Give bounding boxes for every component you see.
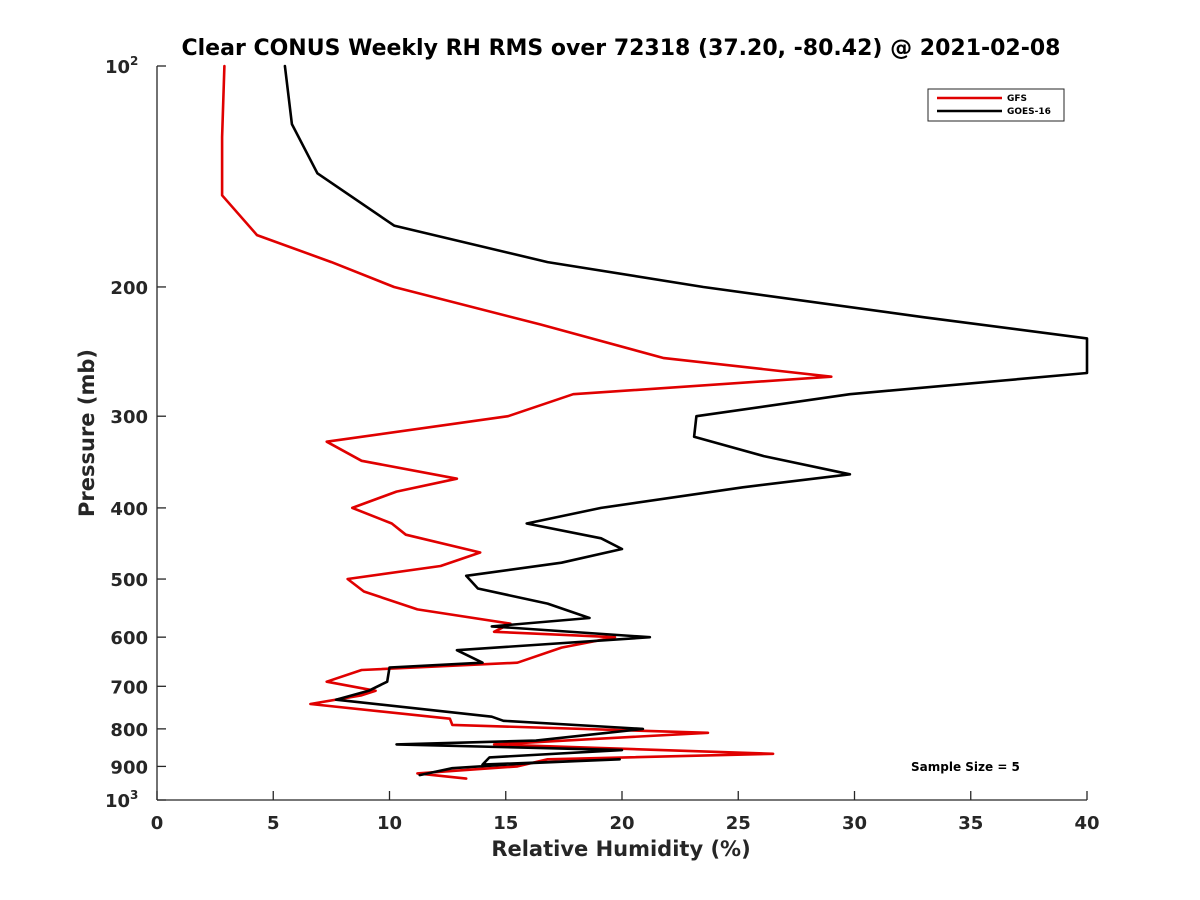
x-tick-label: 30: [842, 813, 867, 834]
series-line-goes-16: [283, 64, 1089, 777]
y-tick-label: 500: [110, 570, 148, 591]
legend-label: GFS: [1007, 94, 1027, 104]
legend-label: GOES-16: [1007, 107, 1051, 117]
x-tick-label: 40: [1074, 813, 1099, 834]
y-axis-label: Pressure (mb): [75, 349, 99, 517]
y-tick-label: 200: [110, 278, 148, 299]
x-axis-label: Relative Humidity (%): [491, 837, 750, 861]
x-tick-label: 0: [151, 813, 164, 834]
y-tick-exponent: 2: [130, 54, 138, 68]
legend-items: GFS GOES-16: [937, 94, 1051, 117]
y-tick-label: 800: [110, 720, 148, 741]
y-tick-label: 700: [110, 677, 148, 698]
y-tick-label: 10: [105, 791, 130, 812]
legend: GFS GOES-16: [927, 88, 1065, 122]
x-tick-label: 10: [377, 813, 402, 834]
x-tick-label: 35: [958, 813, 983, 834]
x-axis-ticks: 0 5 10 15 20 25 30 35 40: [151, 791, 1100, 834]
x-tick-label: 15: [493, 813, 518, 834]
sample-size-annotation: Sample Size = 5: [911, 760, 1020, 774]
x-tick-label: 20: [609, 813, 634, 834]
legend-box: [927, 88, 1065, 122]
y-tick-label: 400: [110, 499, 148, 520]
y-tick-label: 10: [105, 57, 130, 78]
chart-title: Clear CONUS Weekly RH RMS over 72318 (37…: [182, 36, 1061, 61]
x-tick-label: 25: [726, 813, 751, 834]
x-tick-label: 5: [267, 813, 280, 834]
plot-area: 0 5 10 15 20 25 30 35 40 10 220030040050060070080…: [105, 54, 1100, 834]
series-layer: [220, 64, 1089, 780]
series-line-gfs: [220, 64, 833, 780]
y-tick-label: 300: [110, 407, 148, 428]
y-tick-label: 600: [110, 628, 148, 649]
y-tick-exponent: 3: [130, 788, 138, 802]
y-tick-label: 900: [110, 757, 148, 778]
